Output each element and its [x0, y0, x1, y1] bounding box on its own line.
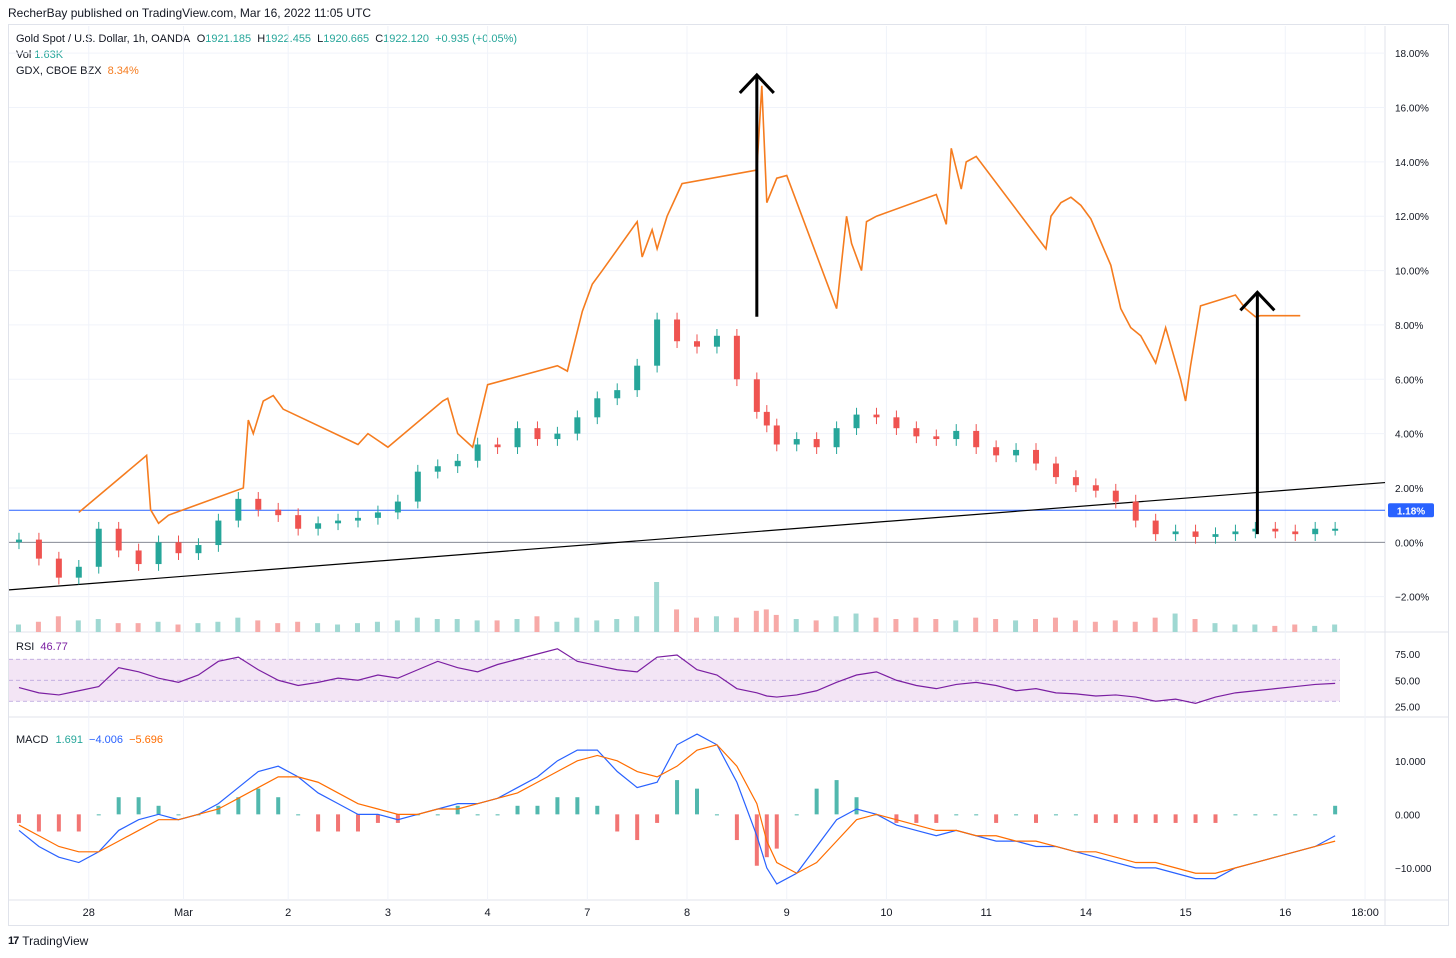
rsi-value: 46.77 [40, 641, 68, 653]
main-legend: Gold Spot / U.S. Dollar, 1h, OANDA O1921… [16, 33, 517, 45]
symbol-title[interactable]: Gold Spot / U.S. Dollar, 1h, OANDA [16, 33, 190, 45]
open-label: O [196, 33, 206, 45]
open-value: 1921.185 [205, 33, 252, 45]
macd-hist-value: 1.691 [55, 734, 83, 746]
tradingview-logo-icon[interactable]: 17 [8, 935, 19, 947]
change-value: +0.935 (+0.05%) [435, 33, 518, 45]
macd-line-value: −4.006 [89, 734, 123, 746]
high-value: 1922.455 [265, 33, 312, 45]
footer-brand[interactable]: TradingView [22, 934, 89, 948]
gdx-value: 8.34% [107, 65, 139, 77]
high-label: H [257, 33, 266, 45]
vol-value: 1.63K [34, 49, 64, 61]
low-value: 1920.665 [323, 33, 370, 45]
macd-label[interactable]: MACD [16, 734, 49, 746]
gdx-legend: GDX, CBOE BZX 8.34% [16, 65, 139, 77]
rsi-legend: RSI 46.77 [16, 641, 68, 653]
chart-frame [8, 24, 1449, 926]
close-label: C [375, 33, 384, 45]
macd-signal-value: −5.696 [129, 734, 164, 746]
publisher-line: RecherBay published on TradingView.com, … [8, 6, 372, 20]
footer: 17 TradingView [8, 934, 88, 948]
vol-label[interactable]: Vol [16, 49, 32, 61]
macd-legend: MACD 1.691 −4.006 −5.696 [16, 734, 163, 746]
close-value: 1922.120 [383, 33, 430, 45]
gdx-label[interactable]: GDX, CBOE BZX [16, 65, 102, 77]
rsi-label[interactable]: RSI [16, 641, 35, 653]
low-label: L [317, 33, 324, 45]
vol-legend: Vol 1.63K [16, 49, 63, 61]
